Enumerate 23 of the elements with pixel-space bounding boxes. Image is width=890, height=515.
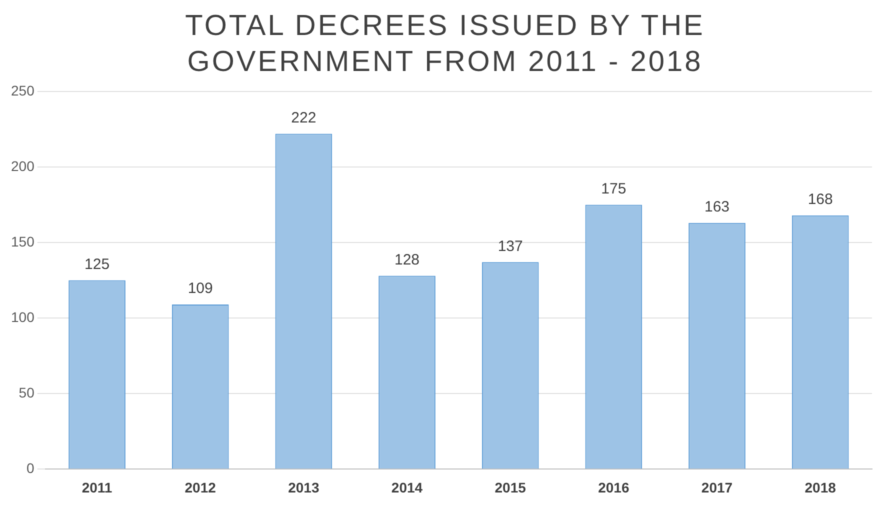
data-label: 128	[394, 251, 420, 268]
x-tick-label: 2015	[494, 479, 526, 496]
x-tick-label: 2018	[804, 479, 836, 496]
y-tick-label: 200	[11, 158, 35, 174]
y-tick-label: 50	[18, 384, 35, 400]
x-tick-label: 2016	[598, 479, 630, 496]
data-label: 125	[84, 256, 110, 273]
data-label: 222	[291, 109, 316, 126]
data-label: 175	[601, 180, 626, 198]
y-tick-label: 150	[11, 233, 35, 250]
data-label: 163	[704, 198, 730, 216]
data-label: 137	[498, 238, 523, 255]
x-tick-label: 2013	[288, 479, 320, 496]
data-label: 168	[808, 190, 833, 208]
data-label: 109	[188, 280, 213, 298]
y-tick-label: 100	[11, 308, 35, 325]
x-tick-label: 2014	[391, 479, 423, 496]
y-tick-label: 250	[11, 82, 35, 98]
x-tick-label: 2017	[701, 479, 733, 496]
x-tick-label: 2011	[82, 479, 112, 496]
y-tick-label: 0	[26, 460, 35, 476]
chart-title: TOTAL DECREES ISSUED BY THE GOVERNMENT FROM 2011 - 2018	[184, 9, 706, 80]
x-tick-label: 2012	[184, 479, 216, 496]
